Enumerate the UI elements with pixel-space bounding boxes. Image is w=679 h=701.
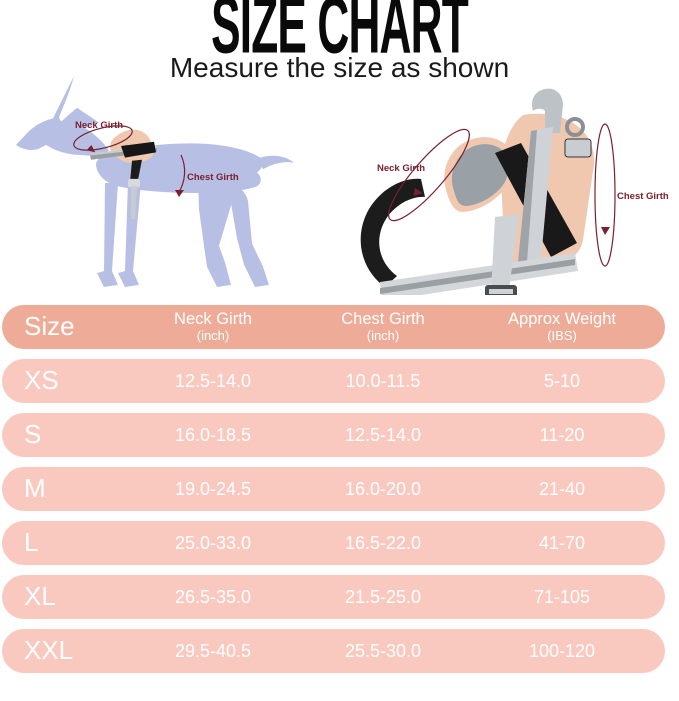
svg-text:Chest Girth: Chest Girth: [617, 191, 669, 202]
svg-text:Chest Girth: Chest Girth: [187, 172, 239, 183]
svg-text:Neck Girth: Neck Girth: [75, 120, 123, 131]
svg-text:Neck Girth: Neck Girth: [377, 163, 425, 174]
